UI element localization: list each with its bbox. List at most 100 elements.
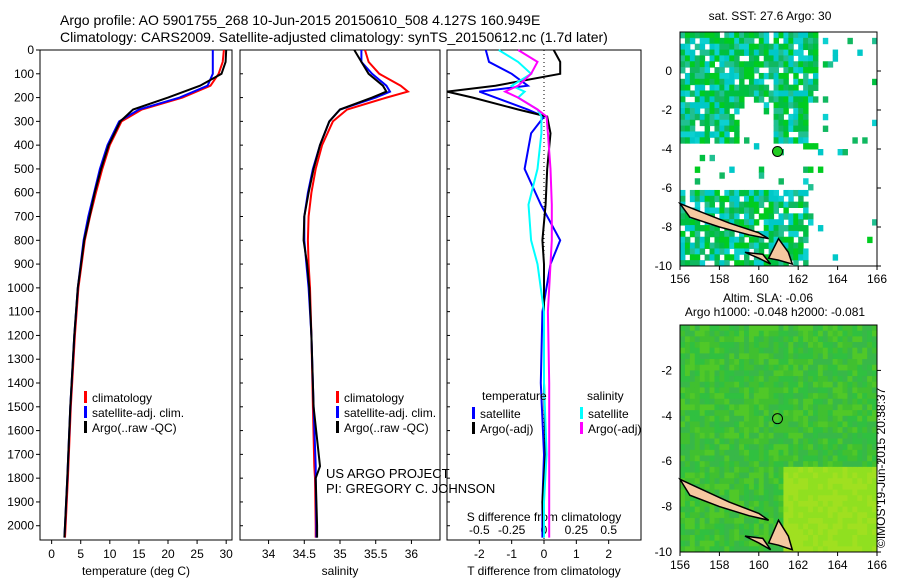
heatmap-cell [739,540,745,547]
heatmap-cell [778,96,784,103]
heatmap-cell [758,381,765,388]
heatmap-cell [832,506,839,513]
heatmap-cell [842,455,848,462]
heatmap-cell [773,483,779,491]
heatmap-cell [734,376,740,383]
heatmap-cell [837,489,844,496]
heatmap-cell [724,325,730,332]
heatmap-cell [773,466,779,474]
heatmap-cell [847,546,853,553]
heatmap-cell [872,410,878,417]
heatmap-cell [724,466,730,474]
heatmap-cell [778,137,784,144]
heatmap-cell [793,96,799,103]
heatmap-cell [778,359,784,366]
heatmap-cell [709,472,715,479]
heatmap-cell [808,534,814,542]
heatmap-cell [788,449,794,457]
heatmap-cell [778,404,784,411]
heatmap-cell [704,96,711,103]
heatmap-cell [684,370,691,377]
series-line-t-satellite [478,49,562,538]
heatmap-cell [812,506,819,513]
heatmap-cell [689,102,696,109]
heatmap-cell [773,108,779,115]
depth-tick-label: 1700 [7,447,34,461]
heatmap-cell [753,219,760,226]
heatmap-cell [852,325,858,332]
title-line-2: Climatology: CARS2009. Satellite-adjuste… [60,29,608,45]
heatmap-cell [847,330,853,337]
heatmap-cell [694,195,701,203]
heatmap-cell [734,72,740,80]
heatmap-cell [699,353,706,360]
island-shape [767,237,794,266]
heatmap-cell [812,143,819,150]
heatmap-cell [714,225,720,232]
heatmap-cell [768,506,775,513]
heatmap-cell [778,512,784,519]
heatmap-cell [680,113,686,121]
heatmap-cell [748,478,755,485]
heatmap-cell [719,364,725,371]
heatmap-cell [872,529,878,536]
heatmap-cell [847,415,853,422]
heatmap-cell [768,90,775,97]
heatmap-cell [773,43,779,51]
heatmap-cell [872,330,878,337]
heatmap-cell [684,517,691,525]
heatmap-cell [758,90,765,97]
heatmap-cell [714,461,720,468]
heatmap-cell [758,172,765,179]
heatmap-cell [768,336,775,343]
heatmap-cell [734,96,740,103]
heatmap-cell [729,119,735,127]
heatmap-cell [753,61,760,68]
heatmap-cell [872,398,878,405]
heatmap-cell [739,364,745,371]
heatmap-cell [734,398,740,405]
heatmap-cell [803,207,809,214]
heatmap-cell [709,78,715,86]
heatmap-cell [798,78,804,86]
heatmap-cell [709,102,715,109]
heatmap-cell [872,517,878,525]
heatmap-cell [729,376,735,383]
heatmap-cell [867,534,873,542]
heatmap-cell [822,500,829,508]
heatmap-cell [729,137,735,144]
heatmap-cell [744,427,750,434]
heatmap-cell [753,195,760,203]
heatmap-cell [739,517,745,525]
heatmap-cell [689,427,696,434]
heatmap-cell [724,342,730,349]
heatmap-cell [714,466,720,474]
heatmap-cell [709,381,715,388]
heatmap-cell [842,387,848,394]
heatmap-cell [773,415,779,422]
heatmap-cell [714,489,720,496]
depth-tick-label: 1400 [7,376,34,390]
heatmap-cell [739,432,745,439]
heatmap-cell [857,500,863,508]
heatmap-cell [680,78,686,86]
heatmap-cell [803,529,809,536]
heatmap-cell [763,393,770,400]
heatmap-cell [852,353,858,360]
heatmap-cell [699,137,706,144]
heatmap-cell [724,102,730,109]
heatmap-cell [768,466,775,474]
heatmap-cell [684,432,691,439]
heatmap-cell [862,137,868,144]
heatmap-cell [778,90,784,97]
heatmap-cell [748,404,755,411]
heatmap-cell [803,84,809,91]
sla-map-title: Altim. SLA: -0.06 [723,291,813,305]
heatmap-cell [739,236,745,244]
heatmap-cell [744,489,750,496]
heatmap-cell [803,230,809,238]
heatmap-cell [852,489,858,496]
heatmap-cell [763,219,770,226]
heatmap-cell [689,376,696,383]
heatmap-cell [734,49,740,56]
